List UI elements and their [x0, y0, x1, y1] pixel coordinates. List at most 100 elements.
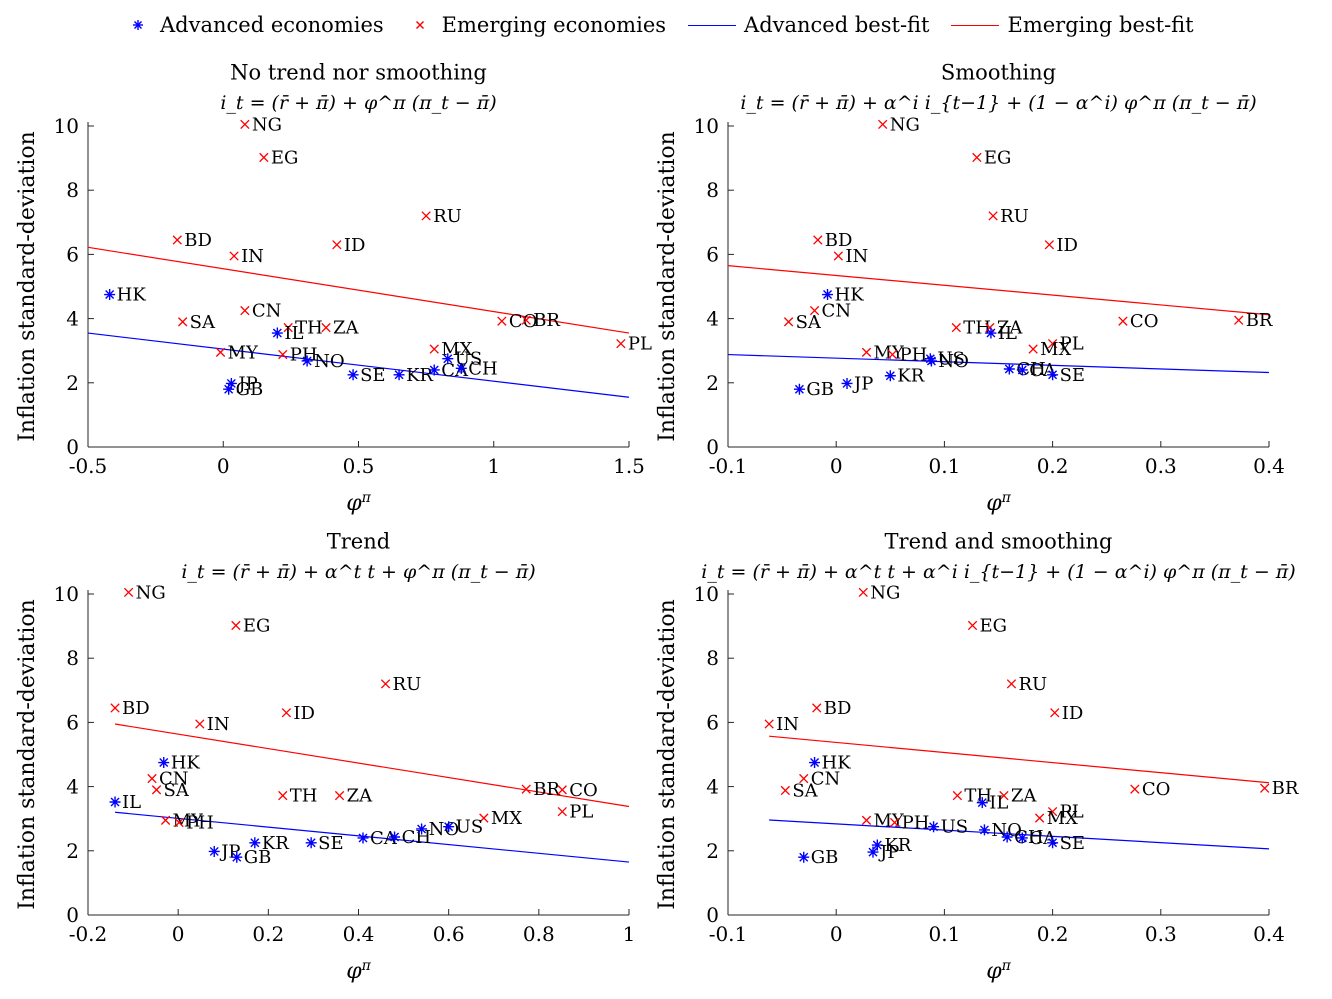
- point-label: IN: [845, 246, 868, 267]
- emerging-point: [421, 211, 431, 221]
- y-tick-label: 6: [66, 242, 79, 266]
- legend-label-advanced-fit: Advanced best-fit: [744, 13, 930, 37]
- emerging-point: [1047, 338, 1058, 349]
- point-label: HK: [822, 753, 852, 774]
- emerging-point: [380, 679, 391, 689]
- point-label: TH: [964, 786, 992, 807]
- point-label: CO: [569, 780, 598, 801]
- point-label: PL: [1060, 334, 1084, 355]
- point-label: BR: [1246, 310, 1273, 331]
- advanced-point: [443, 821, 455, 833]
- y-tick-label: 8: [66, 178, 79, 202]
- advanced-point: [442, 353, 454, 365]
- subplot-title: No trend nor smoothing: [230, 61, 487, 85]
- point-label: EG: [271, 147, 299, 168]
- advanced-point: [1001, 831, 1013, 843]
- x-tick-label: 0.1: [928, 454, 960, 478]
- emerging-point: [281, 708, 292, 718]
- point-label: ZA: [347, 786, 374, 807]
- point-label: IL: [998, 323, 1017, 344]
- point-label: BD: [122, 698, 150, 719]
- y-tick-label: 4: [706, 775, 719, 799]
- advanced-point: [416, 823, 428, 835]
- emerging-point: [429, 344, 439, 354]
- emerging-point: [497, 316, 507, 326]
- cross-marker-icon: [406, 15, 434, 35]
- advanced-point: [104, 289, 116, 301]
- point-label: TH: [295, 318, 323, 339]
- y-tick-label: 4: [706, 307, 719, 331]
- point-label: ID: [1056, 235, 1078, 256]
- point-label: SA: [796, 312, 822, 333]
- emerging-point: [988, 211, 998, 221]
- emerging-point: [861, 815, 872, 825]
- advanced-point: [928, 821, 940, 833]
- emerging-point: [1260, 783, 1270, 793]
- point-label: PL: [569, 802, 593, 823]
- point-label: PH: [186, 813, 214, 834]
- emerging-point: [1028, 344, 1038, 354]
- point-label: KR: [406, 365, 433, 386]
- advanced-point: [225, 377, 237, 389]
- point-label: HK: [171, 753, 201, 774]
- emerging-point: [479, 813, 489, 823]
- emerging-point: [799, 773, 809, 784]
- emerging-point: [178, 317, 188, 327]
- emerging-point: [812, 703, 822, 713]
- advanced-point: [798, 851, 810, 863]
- emerging-point: [332, 240, 342, 250]
- emerging-point: [833, 251, 844, 261]
- emerging-point: [951, 322, 961, 333]
- point-label: CN: [252, 301, 282, 322]
- point-label: RU: [433, 206, 462, 227]
- emerging-point: [1234, 315, 1244, 325]
- legend-item-advanced-fit: Advanced best-fit: [688, 13, 929, 37]
- subplot-equation: i_t = (r̄ + π̄) + α^t t + α^i i_{t−1} + …: [701, 561, 1295, 583]
- point-label: RU: [1018, 674, 1047, 695]
- advanced-point: [1047, 837, 1059, 849]
- point-label: PL: [1060, 802, 1084, 823]
- point-label: JP: [878, 842, 899, 863]
- subplot-title: Trend and smoothing: [885, 530, 1113, 554]
- emerging-point: [195, 719, 205, 729]
- point-label: BR: [533, 779, 560, 800]
- emerging-point: [557, 785, 567, 795]
- y-tick-label: 8: [66, 646, 79, 670]
- emerging-point: [123, 587, 134, 598]
- asterisk-marker-icon: [124, 15, 152, 35]
- point-label: BD: [824, 698, 852, 719]
- advanced-point: [301, 355, 313, 367]
- emerging-best-fit-line: [769, 735, 1270, 784]
- x-tick-label: 0.2: [252, 922, 284, 946]
- point-label: MY: [228, 342, 259, 363]
- point-label: NG: [136, 582, 166, 603]
- x-tick-label: 0: [830, 922, 843, 946]
- point-label: RU: [393, 674, 422, 695]
- emerging-point: [809, 305, 820, 316]
- advanced-point: [1016, 364, 1028, 376]
- y-axis-label: Inflation standard-deviation: [655, 131, 680, 442]
- subplot-3: Trend i_t = (r̄ + π̄) + α^t t + φ^π (π_t …: [15, 530, 635, 985]
- point-label: ID: [293, 703, 315, 724]
- advanced-point: [793, 383, 805, 395]
- advanced-point: [822, 289, 834, 301]
- x-tick-label: 0.4: [1253, 454, 1285, 478]
- advanced-point: [455, 362, 467, 374]
- point-label: CH: [468, 358, 497, 379]
- x-tick-label: 0.6: [433, 922, 465, 946]
- legend-item-emerging-fit: Emerging best-fit: [951, 13, 1194, 37]
- y-tick-label: 8: [706, 646, 719, 670]
- emerging-point: [174, 817, 184, 828]
- emerging-point: [259, 152, 269, 163]
- y-tick-label: 4: [66, 775, 79, 799]
- x-tick-label: -0.1: [709, 454, 748, 478]
- subplot-equation: i_t = (r̄ + π̄) + α^t t + φ^π (π_t − π̄): [181, 561, 535, 583]
- point-label: US: [941, 817, 969, 838]
- point-label: IL: [989, 793, 1008, 814]
- y-axis-label: Inflation standard-deviation: [655, 599, 680, 910]
- x-tick-label: 1: [623, 922, 636, 946]
- emerging-point: [172, 235, 182, 245]
- emerging-point: [972, 152, 982, 163]
- x-tick-label: -0.1: [709, 922, 748, 946]
- legend: Advanced economies Emerging economies Ad…: [124, 8, 1254, 42]
